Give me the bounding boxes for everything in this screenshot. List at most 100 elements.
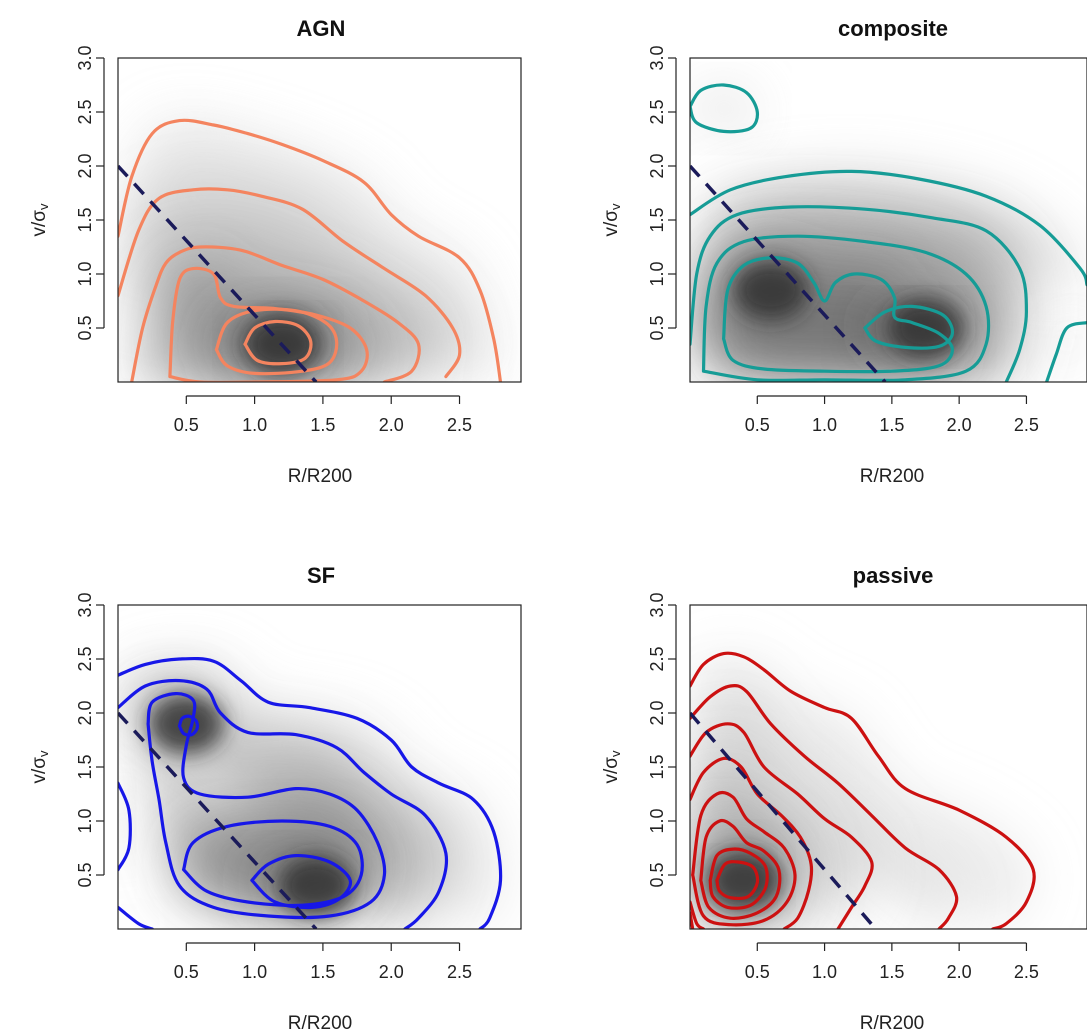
y-tick-label: 0.5 bbox=[647, 315, 667, 340]
panel-title: AGN bbox=[297, 16, 346, 41]
y-tick-label: 1.0 bbox=[647, 808, 667, 833]
contour-line bbox=[118, 118, 503, 382]
reference-line bbox=[690, 164, 887, 382]
y-tick-label: 0.5 bbox=[75, 315, 95, 340]
contour-line bbox=[690, 83, 760, 134]
contour-line bbox=[177, 714, 200, 737]
x-tick-label: 1.5 bbox=[310, 962, 335, 982]
y-tick-label: 2.0 bbox=[75, 153, 95, 178]
x-axis-label: R/R200 bbox=[288, 466, 352, 487]
y-tick-label: 2.5 bbox=[75, 646, 95, 671]
x-tick-label: 1.5 bbox=[879, 415, 904, 435]
x-tick-label: 2.0 bbox=[947, 415, 972, 435]
contour-line bbox=[118, 678, 449, 929]
y-tick-label: 2.0 bbox=[647, 153, 667, 178]
panel-1: 0.5 1.0 1.5 2.0 2.5 0.5 1.0 1.5 2.0 2.5 3.0 composi… bbox=[601, 16, 1087, 487]
contour-line bbox=[118, 187, 462, 379]
contour-line bbox=[690, 683, 959, 929]
y-axis-label: v/σv bbox=[601, 203, 623, 237]
contour-line bbox=[690, 722, 874, 929]
x-tick-label: 2.5 bbox=[447, 962, 472, 982]
x-tick-label: 2.0 bbox=[379, 962, 404, 982]
x-tick-label: 1.0 bbox=[812, 962, 837, 982]
contour-line bbox=[690, 651, 1036, 929]
contour-line bbox=[691, 790, 797, 927]
plot-frame bbox=[117, 57, 522, 383]
y-tick-label: 2.0 bbox=[75, 700, 95, 725]
density-band bbox=[690, 685, 957, 929]
y-tick-label: 1.0 bbox=[75, 808, 95, 833]
contour-line bbox=[118, 781, 132, 872]
y-axis-label: v/σv bbox=[29, 750, 51, 784]
contour-line bbox=[214, 307, 339, 376]
x-axis: 0.5 1.0 1.5 2.0 2.5 bbox=[174, 942, 472, 982]
density-shading bbox=[690, 653, 1035, 929]
panel-2: 0.5 1.0 1.5 2.0 2.5 0.5 1.0 1.5 2.0 2.5 3.0 SF R/R20… bbox=[29, 563, 522, 1034]
y-tick-label: 3.0 bbox=[75, 45, 95, 70]
contour-line bbox=[130, 245, 421, 382]
density-band bbox=[690, 84, 758, 132]
contour-line bbox=[715, 860, 760, 901]
y-tick-label: 2.5 bbox=[647, 646, 667, 671]
density-shading bbox=[118, 120, 501, 382]
x-tick-label: 0.5 bbox=[174, 962, 199, 982]
reference-line bbox=[118, 711, 318, 929]
contour-line bbox=[690, 756, 814, 929]
y-axis: 0.5 1.0 1.5 2.0 2.5 3.0 bbox=[647, 45, 677, 341]
x-tick-label: 2.0 bbox=[947, 962, 972, 982]
panel-0: 0.5 1.0 1.5 2.0 2.5 0.5 1.0 1.5 2.0 2.5 3.0 AGN R/R2… bbox=[29, 16, 522, 487]
plot-frame bbox=[689, 57, 1087, 383]
x-axis: 0.5 1.0 1.5 2.0 2.5 bbox=[745, 942, 1039, 982]
contour-line bbox=[1045, 321, 1087, 382]
contour-line bbox=[118, 656, 503, 929]
contour-line bbox=[708, 847, 769, 910]
x-tick-label: 1.0 bbox=[242, 415, 267, 435]
density-peak bbox=[732, 260, 809, 321]
density-band bbox=[690, 653, 1035, 929]
contour-line bbox=[118, 905, 154, 929]
contour-line bbox=[863, 304, 955, 350]
contour-line bbox=[243, 319, 313, 366]
x-axis-label: R/R200 bbox=[288, 1013, 352, 1034]
x-tick-label: 1.0 bbox=[812, 415, 837, 435]
contour-line bbox=[146, 691, 387, 920]
y-tick-label: 1.5 bbox=[647, 207, 667, 232]
y-axis: 0.5 1.0 1.5 2.0 2.5 3.0 bbox=[75, 45, 105, 341]
x-tick-label: 0.5 bbox=[174, 415, 199, 435]
x-tick-label: 2.5 bbox=[447, 415, 472, 435]
x-tick-label: 0.5 bbox=[745, 962, 770, 982]
x-axis: 0.5 1.0 1.5 2.0 2.5 bbox=[745, 395, 1039, 435]
y-tick-label: 0.5 bbox=[75, 862, 95, 887]
density-shading bbox=[690, 84, 1087, 382]
x-axis-label: R/R200 bbox=[860, 466, 924, 487]
x-axis: 0.5 1.0 1.5 2.0 2.5 bbox=[174, 395, 472, 435]
plot-frame bbox=[117, 604, 522, 930]
x-axis-label: R/R200 bbox=[860, 1013, 924, 1034]
x-tick-label: 2.5 bbox=[1014, 415, 1039, 435]
panel-title: passive bbox=[853, 563, 934, 588]
density-shading bbox=[118, 658, 501, 929]
density-band bbox=[1046, 322, 1087, 382]
panel-3: 0.5 1.0 1.5 2.0 2.5 0.5 1.0 1.5 2.0 2.5 3.0 passive… bbox=[601, 563, 1087, 1034]
panel-title: composite bbox=[838, 16, 948, 41]
x-tick-label: 2.0 bbox=[379, 415, 404, 435]
y-tick-label: 1.0 bbox=[647, 261, 667, 286]
y-tick-label: 2.5 bbox=[647, 99, 667, 124]
contour-line bbox=[250, 853, 353, 910]
contour-lines bbox=[690, 83, 1087, 382]
contour-line bbox=[701, 234, 991, 382]
contour-line bbox=[690, 169, 1087, 287]
x-tick-label: 0.5 bbox=[745, 415, 770, 435]
y-tick-label: 2.5 bbox=[75, 99, 95, 124]
panel-title: SF bbox=[307, 563, 335, 588]
y-tick-label: 3.0 bbox=[75, 592, 95, 617]
contour-line bbox=[722, 256, 954, 374]
y-tick-label: 0.5 bbox=[647, 862, 667, 887]
x-tick-label: 2.5 bbox=[1014, 962, 1039, 982]
x-tick-label: 1.5 bbox=[879, 962, 904, 982]
y-axis-label: v/σv bbox=[29, 203, 51, 237]
y-tick-label: 2.0 bbox=[647, 700, 667, 725]
y-tick-label: 3.0 bbox=[647, 592, 667, 617]
y-tick-label: 1.0 bbox=[75, 261, 95, 286]
